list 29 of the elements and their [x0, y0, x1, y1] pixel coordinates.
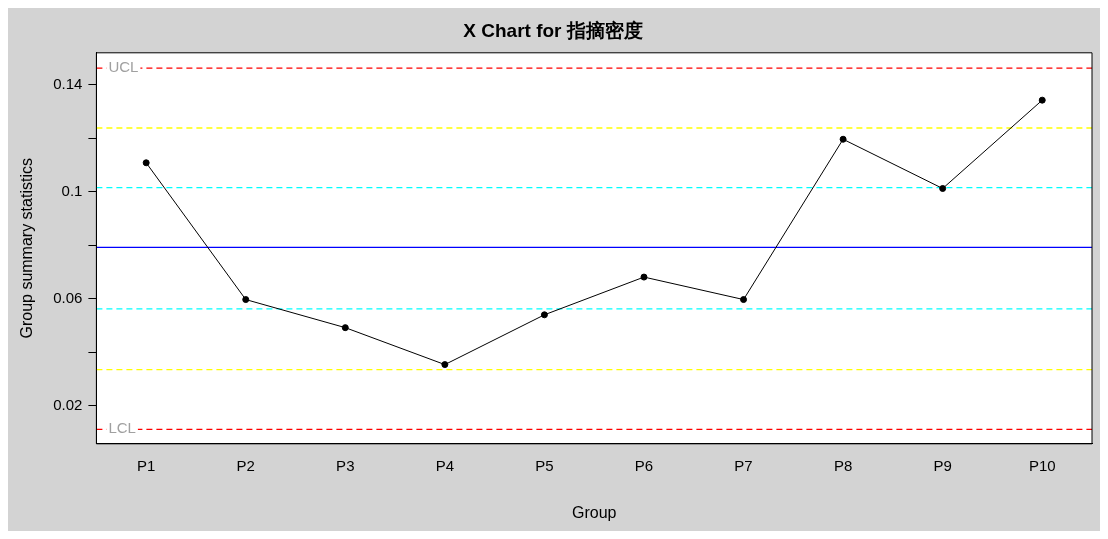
x-axis-title: Group — [571, 503, 617, 521]
x-tick-label: P4 — [435, 456, 455, 474]
y-tick-label: 0.14 — [53, 74, 83, 92]
point — [740, 296, 748, 304]
point — [441, 361, 449, 369]
point — [939, 184, 947, 192]
x-tick-label: P10 — [1028, 456, 1056, 474]
y-tick-label: 0.1 — [61, 181, 83, 199]
x-tick-label: P2 — [236, 456, 255, 474]
x-tick-label: P7 — [734, 456, 753, 474]
y-tick-label: 0.06 — [53, 288, 83, 306]
x-tick-label: P5 — [535, 456, 554, 474]
point — [540, 311, 548, 319]
ref-line-label: LCL — [108, 419, 136, 437]
chart-title: X Chart for 指摘密度 — [463, 19, 643, 41]
x-tick-label: P9 — [933, 456, 952, 474]
x-tick-label: P1 — [136, 456, 156, 474]
x-tick-label: P8 — [833, 456, 853, 474]
point — [1038, 96, 1046, 104]
y-tick-label: 0.02 — [53, 395, 83, 413]
x-tick-label: P6 — [634, 456, 654, 474]
y-axis-title: Group summary statistics — [18, 158, 36, 339]
point — [839, 135, 847, 143]
point — [242, 296, 250, 304]
point — [640, 273, 648, 281]
ref-line-label: UCL — [108, 58, 139, 76]
point — [341, 324, 349, 332]
point — [142, 159, 150, 167]
x-tick-label: P3 — [336, 456, 355, 474]
